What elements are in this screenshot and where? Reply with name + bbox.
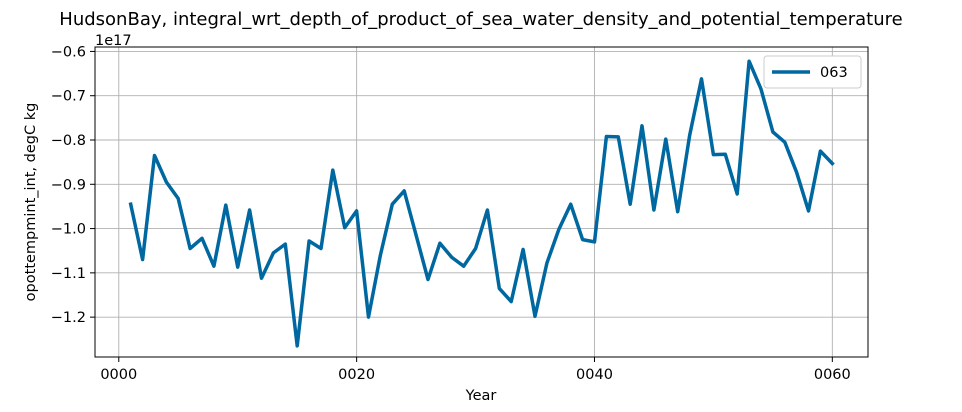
x-axis-label: Year — [465, 388, 497, 404]
y-tick-label: −1.2 — [51, 310, 86, 326]
y-tick-label: −0.9 — [51, 177, 86, 193]
x-tick-label: 0000 — [100, 367, 137, 383]
x-tick-label: 0020 — [338, 367, 375, 383]
x-tick-label: 0060 — [814, 367, 851, 383]
x-tick-label: 0040 — [576, 367, 613, 383]
y-tick-label: −0.8 — [51, 133, 86, 149]
y-axis-label: opottempmint_int, degC kg — [23, 103, 39, 302]
grid — [95, 47, 868, 357]
series-lines — [128, 59, 835, 348]
y-tick-label: −1.0 — [51, 222, 86, 238]
y-tick-label: −0.6 — [51, 44, 86, 60]
y-tick-label: −1.1 — [51, 266, 86, 282]
y-axis-ticks: −1.2 −1.1 −1.0 −0.9 −0.8 −0.7 −0.6 — [51, 44, 95, 326]
legend: 063 — [763, 55, 862, 89]
x-axis-ticks: 0000 0020 0040 0060 — [100, 357, 851, 383]
plot-frame — [94, 46, 869, 358]
chart-title: HudsonBay, integral_wrt_depth_of_product… — [59, 9, 902, 30]
y-tick-label: −0.7 — [51, 89, 86, 105]
series-line-063 — [128, 59, 835, 348]
y-offset-label: 1e17 — [95, 33, 132, 49]
legend-box — [763, 55, 862, 89]
legend-label: 063 — [820, 65, 848, 81]
